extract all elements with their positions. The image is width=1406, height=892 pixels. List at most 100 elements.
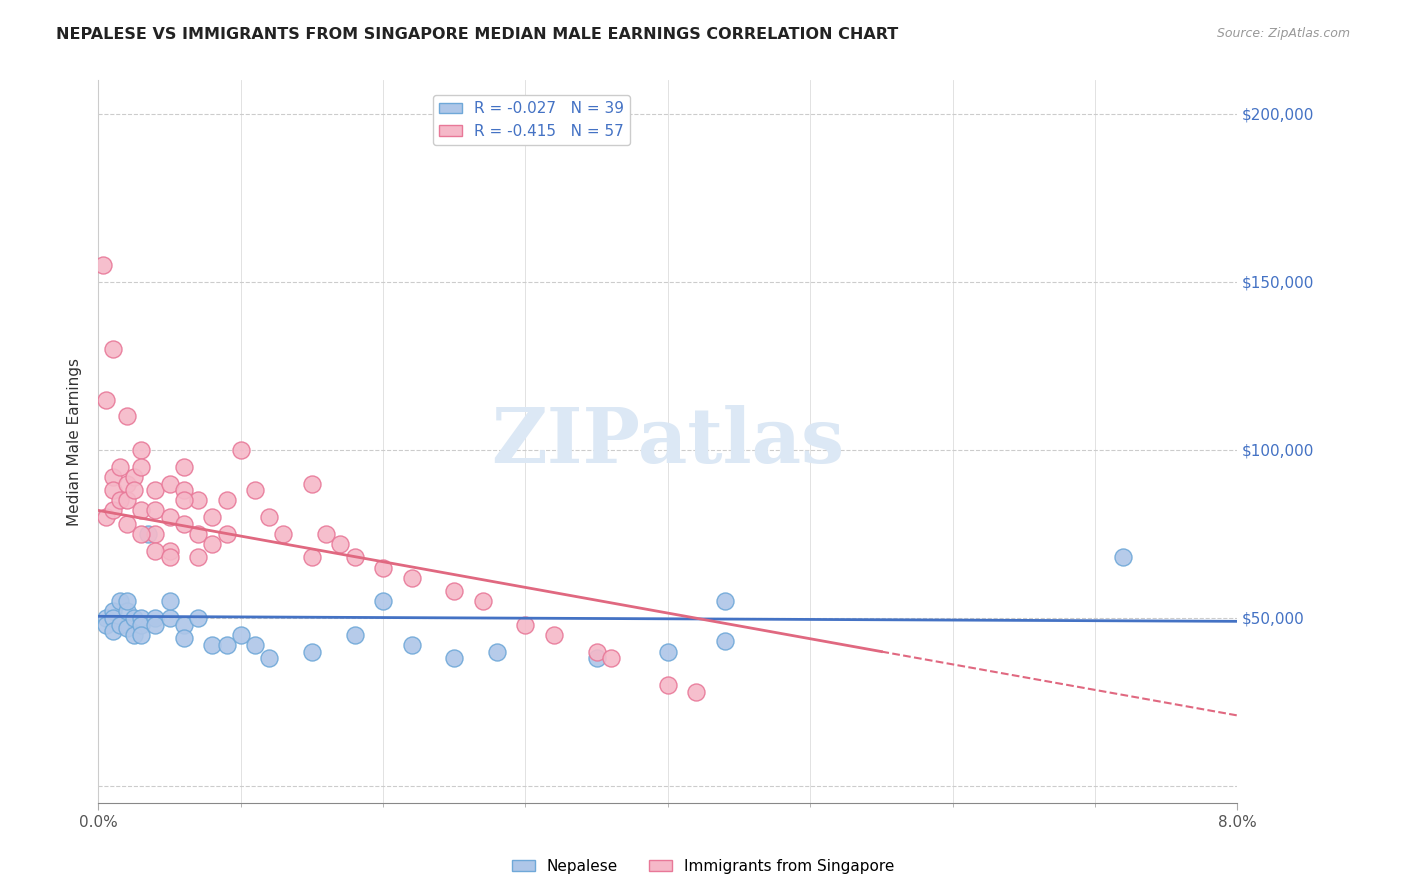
Point — [108, 594, 131, 608]
Point — [714, 594, 737, 608]
Point — [115, 621, 138, 635]
Text: NEPALESE VS IMMIGRANTS FROM SINGAPORE MEDIAN MALE EARNINGS CORRELATION CHART: NEPALESE VS IMMIGRANTS FROM SINGAPORE ME… — [56, 27, 898, 42]
Point — [443, 651, 465, 665]
Point — [343, 550, 366, 565]
Point — [108, 459, 131, 474]
Point — [136, 527, 159, 541]
Point — [122, 470, 145, 484]
Point — [443, 584, 465, 599]
Point — [101, 611, 124, 625]
Point — [401, 638, 423, 652]
Point — [145, 483, 167, 498]
Point — [145, 527, 167, 541]
Point — [215, 638, 238, 652]
Point — [201, 510, 224, 524]
Point — [401, 571, 423, 585]
Point — [145, 543, 167, 558]
Point — [122, 628, 145, 642]
Point — [515, 617, 537, 632]
Text: ZIPatlas: ZIPatlas — [491, 405, 845, 478]
Point — [159, 550, 181, 565]
Point — [585, 644, 607, 658]
Point — [115, 476, 138, 491]
Point — [129, 527, 152, 541]
Point — [159, 543, 181, 558]
Point — [600, 651, 623, 665]
Point — [215, 493, 238, 508]
Point — [187, 493, 209, 508]
Point — [229, 442, 252, 457]
Point — [91, 258, 114, 272]
Point — [714, 634, 737, 648]
Point — [115, 594, 138, 608]
Point — [101, 470, 124, 484]
Point — [129, 442, 152, 457]
Point — [108, 617, 131, 632]
Point — [685, 685, 707, 699]
Point — [543, 628, 565, 642]
Point — [315, 527, 337, 541]
Point — [101, 483, 124, 498]
Point — [173, 483, 195, 498]
Point — [115, 409, 138, 424]
Point — [94, 392, 117, 407]
Point — [187, 550, 209, 565]
Point — [145, 617, 167, 632]
Point — [371, 560, 394, 574]
Point — [129, 611, 152, 625]
Y-axis label: Median Male Earnings: Median Male Earnings — [67, 358, 83, 525]
Point — [173, 631, 195, 645]
Point — [159, 476, 181, 491]
Text: Source: ZipAtlas.com: Source: ZipAtlas.com — [1216, 27, 1350, 40]
Point — [145, 503, 167, 517]
Point — [94, 510, 117, 524]
Point — [301, 550, 323, 565]
Point — [243, 483, 266, 498]
Point — [159, 594, 181, 608]
Point — [129, 459, 152, 474]
Point — [115, 493, 138, 508]
Point — [173, 516, 195, 531]
Point — [94, 617, 117, 632]
Point — [129, 503, 152, 517]
Point — [145, 611, 167, 625]
Point — [159, 510, 181, 524]
Point — [273, 527, 295, 541]
Point — [173, 459, 195, 474]
Point — [101, 604, 124, 618]
Point — [657, 678, 679, 692]
Point — [115, 516, 138, 531]
Point — [101, 342, 124, 356]
Point — [243, 638, 266, 652]
Point — [301, 476, 323, 491]
Legend: R = -0.027   N = 39, R = -0.415   N = 57: R = -0.027 N = 39, R = -0.415 N = 57 — [433, 95, 630, 145]
Point — [215, 527, 238, 541]
Point — [301, 644, 323, 658]
Point — [101, 503, 124, 517]
Point — [159, 611, 181, 625]
Point — [1112, 550, 1135, 565]
Point — [101, 624, 124, 639]
Point — [122, 611, 145, 625]
Point — [471, 594, 494, 608]
Point — [371, 594, 394, 608]
Point — [329, 537, 352, 551]
Point — [259, 510, 281, 524]
Point — [187, 527, 209, 541]
Point — [122, 483, 145, 498]
Point — [115, 604, 138, 618]
Point — [94, 611, 117, 625]
Point — [486, 644, 509, 658]
Point — [108, 493, 131, 508]
Point — [657, 644, 679, 658]
Point — [129, 628, 152, 642]
Point — [173, 617, 195, 632]
Point — [343, 628, 366, 642]
Legend: Nepalese, Immigrants from Singapore: Nepalese, Immigrants from Singapore — [506, 853, 900, 880]
Point — [229, 628, 252, 642]
Point — [201, 638, 224, 652]
Point — [173, 493, 195, 508]
Point — [187, 611, 209, 625]
Point — [201, 537, 224, 551]
Point — [259, 651, 281, 665]
